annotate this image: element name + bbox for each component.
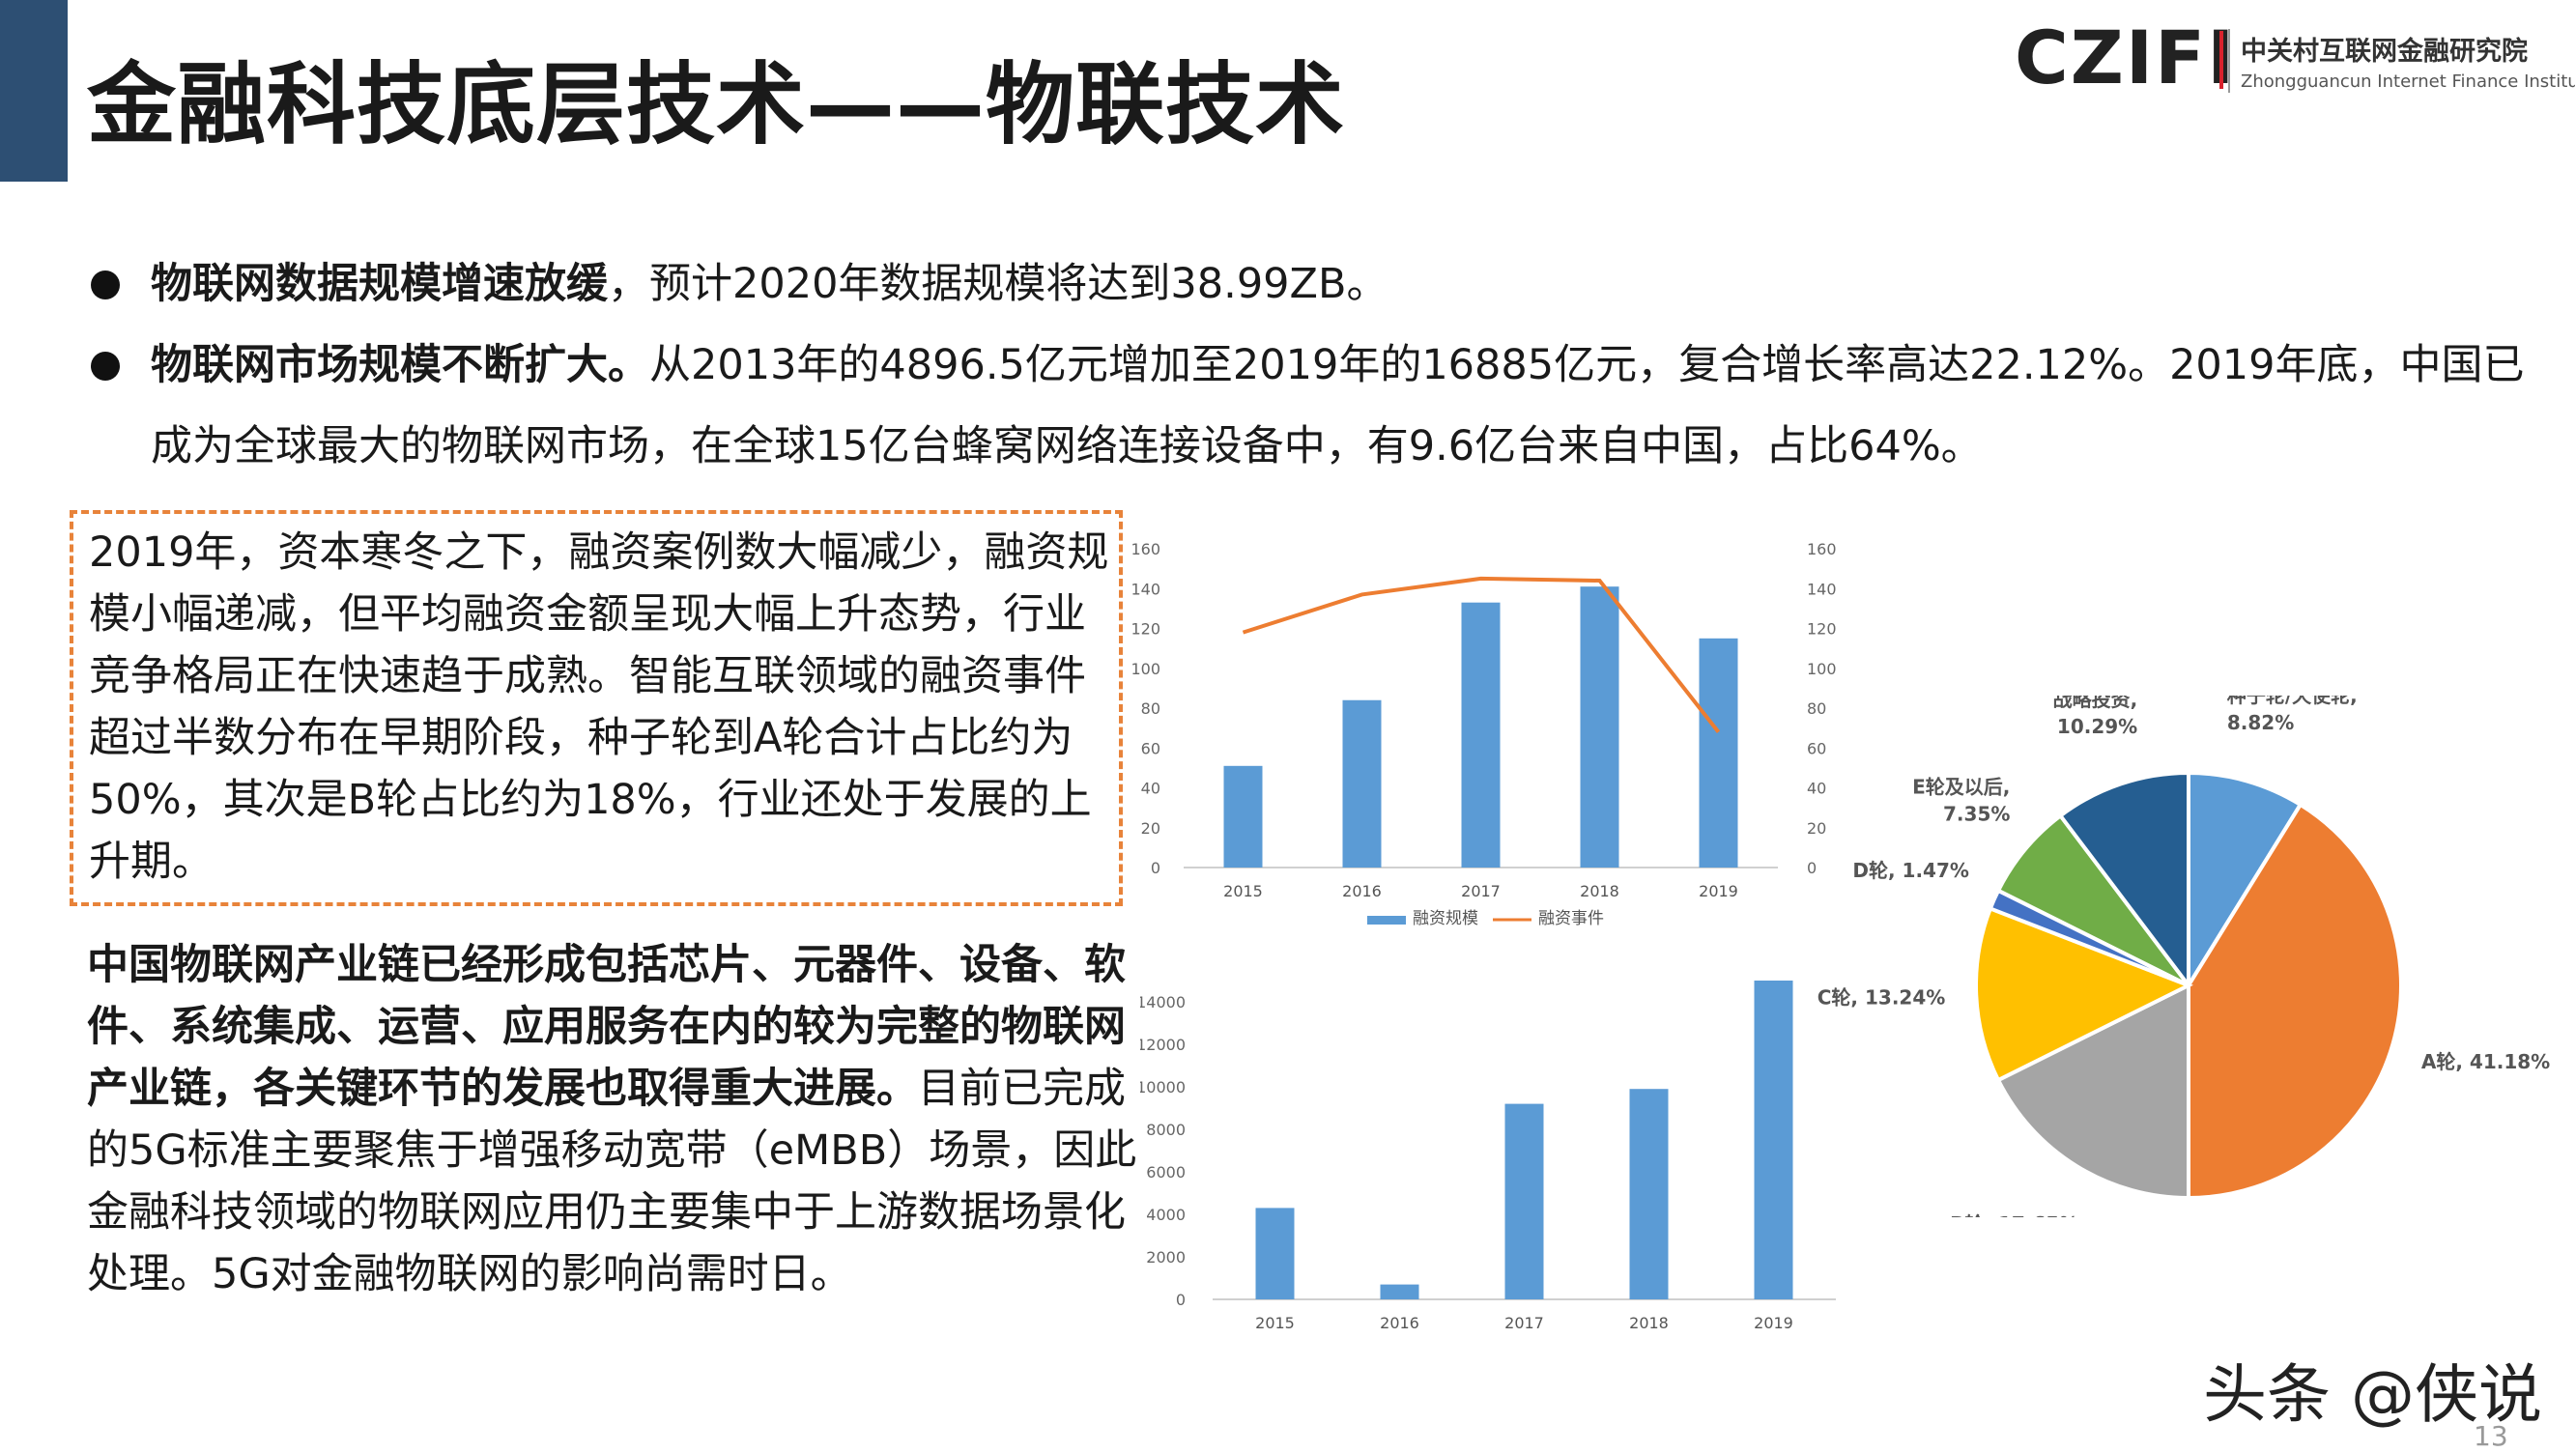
y-tick-label: 40 bbox=[1141, 780, 1160, 798]
y2-tick-label: 80 bbox=[1807, 699, 1826, 718]
x-tick-label: 2019 bbox=[1754, 1314, 1793, 1332]
pie-slice bbox=[1974, 905, 2193, 1083]
bar bbox=[1380, 1284, 1419, 1299]
bullet-heading: 物联网市场规模不断扩大。 bbox=[151, 341, 649, 389]
institute-name-cn: 中关村互联网金融研究院 bbox=[2241, 36, 2528, 67]
bullet-dot-icon bbox=[91, 270, 120, 299]
industry-chain-paragraph: 中国物联网产业链已经形成包括芯片、元器件、设备、软件、系统集成、运营、应用服务在… bbox=[87, 934, 1150, 1305]
x-tick-label: 2015 bbox=[1223, 882, 1263, 900]
bar bbox=[1504, 1103, 1544, 1299]
y2-tick-label: 100 bbox=[1807, 660, 1836, 678]
bar bbox=[1223, 765, 1263, 868]
pie-slice bbox=[1995, 982, 2190, 1201]
paragraph-text: 目前已完成的5G标准主要聚焦于增强移动宽带（eMBB）场景，因此金融科技领域的物… bbox=[87, 1065, 1137, 1298]
y2-tick-label: 160 bbox=[1807, 540, 1836, 558]
y2-tick-label: 140 bbox=[1807, 580, 1836, 598]
pie-label: E轮及以后, bbox=[1912, 775, 2010, 798]
pie-label: A轮, 41.18% bbox=[2421, 1050, 2550, 1073]
pie-label: C轮, 13.24% bbox=[1818, 985, 1946, 1009]
x-tick-label: 2015 bbox=[1255, 1314, 1295, 1332]
pie-slice bbox=[2057, 770, 2190, 991]
pie-label: D轮, 1.47% bbox=[1852, 859, 1969, 882]
page-title: 金融科技底层技术——物联技术 bbox=[87, 53, 1346, 157]
pie-value-label: 10.29% bbox=[2057, 715, 2137, 738]
pie-slice bbox=[2187, 802, 2403, 1201]
bullet-text: 从2013年的4896.5亿元增加至2019年的16885亿元，复合增长率高达2… bbox=[151, 341, 2525, 470]
pie-label: 战略投资, bbox=[2053, 696, 2138, 711]
pie-slice bbox=[2187, 770, 2304, 993]
institute-name-en: Zhongguancun Internet Finance Institute bbox=[2241, 71, 2575, 92]
y-tick-label: 8000 bbox=[1146, 1121, 1186, 1139]
y-tick-label: 80 bbox=[1141, 699, 1160, 718]
bar bbox=[1629, 1089, 1669, 1299]
bar bbox=[1342, 699, 1382, 868]
y-tick-label: 2000 bbox=[1146, 1248, 1186, 1267]
y-tick-label: 20 bbox=[1141, 819, 1160, 838]
x-tick-label: 2017 bbox=[1461, 882, 1501, 900]
y-tick-label: 60 bbox=[1141, 739, 1160, 757]
y2-tick-label: 120 bbox=[1807, 620, 1836, 639]
x-tick-label: 2016 bbox=[1342, 882, 1382, 900]
page-number: 13 bbox=[2474, 1420, 2508, 1452]
y-tick-label: 12000 bbox=[1140, 1036, 1186, 1054]
y-tick-label: 100 bbox=[1131, 660, 1160, 678]
legend-bar-swatch bbox=[1367, 916, 1406, 925]
y-tick-label: 0 bbox=[1176, 1291, 1186, 1309]
pie-value-label: 7.35% bbox=[1943, 802, 2010, 825]
institute-logo: CZIFI 中关村互联网金融研究院 Zhongguancun Internet … bbox=[2015, 21, 2575, 99]
y2-tick-label: 20 bbox=[1807, 819, 1826, 838]
legend-label: 融资规模 bbox=[1413, 909, 1478, 928]
bar bbox=[1580, 586, 1619, 868]
bar bbox=[1255, 1208, 1295, 1299]
bar bbox=[1461, 602, 1501, 868]
x-tick-label: 2017 bbox=[1504, 1314, 1544, 1332]
logo-wordmark: CZIFI bbox=[2015, 21, 2236, 99]
pie-label: B轮, 17.65% bbox=[1950, 1212, 2078, 1217]
bullet-heading: 物联网数据规模增速放缓 bbox=[151, 260, 608, 308]
y-tick-label: 160 bbox=[1131, 540, 1160, 558]
financing-bar-chart: 0 2000 4000 6000 8000 10000 12000 14000 2015 2016… bbox=[1140, 981, 1836, 1332]
callout-text: 2019年，资本寒冬之下，融资案例数大幅减少，融资规模小幅递减，但平均融资金额呈… bbox=[89, 528, 1109, 886]
bullet-dot-icon bbox=[91, 352, 120, 381]
y2-tick-label: 0 bbox=[1807, 859, 1817, 877]
y-tick-label: 120 bbox=[1131, 620, 1160, 639]
x-tick-label: 2018 bbox=[1629, 1314, 1669, 1332]
bar bbox=[1699, 638, 1738, 868]
y-tick-label: 14000 bbox=[1140, 993, 1186, 1011]
pie-value-label: 8.82% bbox=[2227, 711, 2294, 734]
bar bbox=[1754, 981, 1793, 1299]
bullet-text: ，预计2020年数据规模将达到38.99ZB。 bbox=[608, 260, 1388, 308]
y-tick-label: 4000 bbox=[1146, 1206, 1186, 1224]
bullet-item: 物联网市场规模不断扩大。从2013年的4896.5亿元增加至2019年的1688… bbox=[87, 325, 2561, 487]
paragraph-heading: 中国物联网产业链已经形成包括芯片、元器件、设备、软件、系统集成、运营、应用服务在… bbox=[87, 941, 1126, 1113]
y-tick-label: 10000 bbox=[1140, 1078, 1186, 1096]
financing-combo-chart: 0 20 40 60 80 100 120 140 160 0 20 40 60 80 100 120 140 1… bbox=[1131, 540, 1836, 928]
pie-label: 种子轮/天使轮, bbox=[2226, 696, 2358, 707]
x-tick-label: 2019 bbox=[1699, 882, 1738, 900]
title-accent-bar bbox=[0, 0, 68, 182]
legend-label: 融资事件 bbox=[1538, 909, 1604, 928]
x-tick-label: 2018 bbox=[1580, 882, 1619, 900]
bullet-item: 物联网数据规模增速放缓，预计2020年数据规模将达到38.99ZB。 bbox=[87, 243, 2561, 325]
source-watermark: 头条 @侠说 bbox=[2203, 1357, 2542, 1432]
y2-tick-label: 60 bbox=[1807, 739, 1826, 757]
y2-tick-label: 40 bbox=[1807, 780, 1826, 798]
bullet-list: 物联网数据规模增速放缓，预计2020年数据规模将达到38.99ZB。 物联网市场… bbox=[87, 243, 2561, 487]
x-tick-label: 2016 bbox=[1380, 1314, 1419, 1332]
series-line bbox=[1242, 576, 1721, 733]
y-tick-label: 140 bbox=[1131, 580, 1160, 598]
dashed-callout-box bbox=[70, 510, 1123, 906]
financing-round-pie-chart: 种子轮/天使轮, 8.82% A轮, 41.18% B轮, 17.65% C轮, 13.… bbox=[1818, 696, 2550, 1217]
y-tick-label: 0 bbox=[1151, 859, 1160, 877]
y-tick-label: 6000 bbox=[1146, 1163, 1186, 1182]
